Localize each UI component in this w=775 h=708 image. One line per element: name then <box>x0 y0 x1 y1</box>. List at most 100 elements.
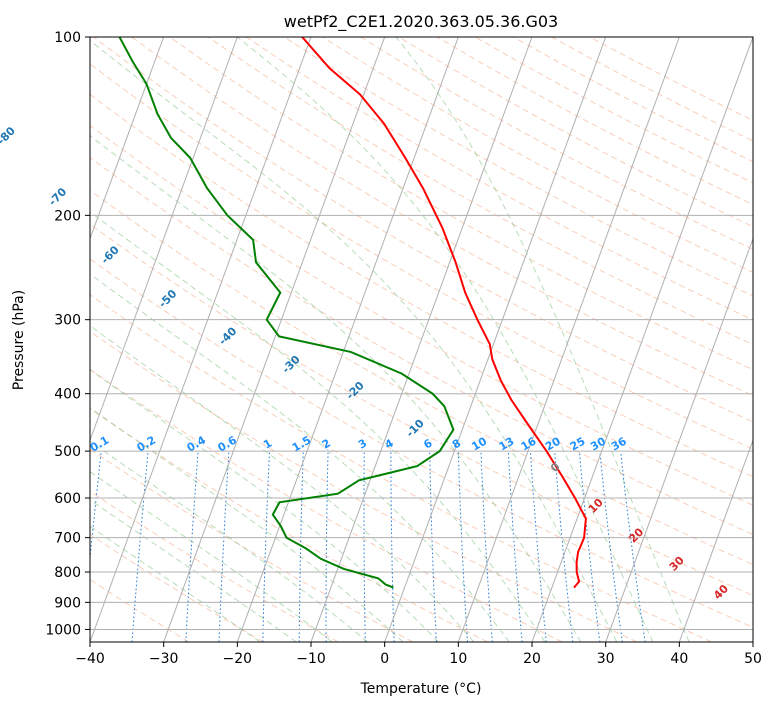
dry-adiabat-label: -40 <box>216 324 239 347</box>
mixing-ratio-line <box>457 451 468 642</box>
mixing-ratio-line <box>578 451 601 642</box>
dry-adiabat-line <box>207 37 753 346</box>
dry-adiabat-line <box>589 37 753 122</box>
isotherm-line <box>752 640 753 642</box>
mixing-ratio-label: 3 <box>356 437 369 452</box>
moist-adiabat-line <box>395 37 690 642</box>
mixing-ratio-line <box>620 451 646 642</box>
isotherm-line <box>236 37 459 642</box>
isotherm-line <box>90 37 238 442</box>
dry-adiabat-line <box>90 63 753 450</box>
mixing-ratio-label: 2 <box>320 437 333 452</box>
x-tick-label: −20 <box>223 651 253 667</box>
mixing-ratio-line <box>554 451 574 642</box>
plot-frame <box>89 36 754 643</box>
y-axis-label: Pressure (hPa) <box>11 290 27 390</box>
mixing-ratio-line <box>90 451 102 563</box>
moist-adiabat-label: 20 <box>626 525 646 545</box>
dry-adiabat-line <box>90 294 712 642</box>
mixing-ratio-label: 4 <box>383 436 396 451</box>
isotherm-line <box>163 37 386 642</box>
dry-adiabat-label: -80 <box>0 124 18 147</box>
x-axis-label: Temperature (°C) <box>360 681 482 697</box>
dry-adiabat-line <box>90 258 753 628</box>
series-lines <box>118 37 587 589</box>
y-tick-label: 800 <box>54 565 81 581</box>
mixing-ratio-line <box>529 451 547 642</box>
isotherm-line <box>90 37 312 642</box>
mixing-ratio-line <box>325 451 329 642</box>
x-tick-label: 40 <box>670 651 688 667</box>
dry-adiabat-label: -70 <box>46 185 69 208</box>
isotherm-line <box>310 37 533 642</box>
moist-adiabat-line <box>90 135 582 642</box>
moist-adiabat-label: 10 <box>586 496 606 516</box>
moist-adiabat-line <box>236 37 654 642</box>
y-tick-label: 500 <box>54 444 81 460</box>
moist-adiabat-line <box>90 211 546 642</box>
y-tick-label: 600 <box>54 491 81 507</box>
dewpoint-line <box>118 37 455 589</box>
dry-adiabat-line <box>513 37 753 163</box>
dry-adiabat-line <box>90 368 563 642</box>
moist-adiabat-line <box>90 39 618 642</box>
x-tick-label: 50 <box>744 651 762 667</box>
x-tick-label: 0 <box>380 651 389 667</box>
x-tick-label: 30 <box>597 651 615 667</box>
dry-adiabat-line <box>90 578 190 642</box>
moist-adiabat-line <box>90 273 510 642</box>
mixing-ratio-line <box>599 451 623 642</box>
dry-adiabat-label: -10 <box>404 416 427 439</box>
y-tick-label: 300 <box>54 313 81 329</box>
dry-adiabat-line <box>90 533 264 642</box>
mixing-ratio-line <box>507 451 523 642</box>
dry-adiabat-line <box>245 37 753 321</box>
dry-adiabat-line <box>551 37 753 142</box>
background-lines <box>90 37 753 642</box>
y-tick-label: 100 <box>54 30 81 46</box>
x-tick-label: −30 <box>149 651 179 667</box>
dry-adiabat-line <box>398 37 753 228</box>
dry-adiabat-line <box>93 37 753 423</box>
dry-adiabat-line <box>90 223 753 597</box>
dry-adiabat-line <box>131 37 753 397</box>
y-tick-label: 1000 <box>45 622 81 638</box>
isotherm-line <box>90 37 165 241</box>
dry-adiabat-line <box>90 407 488 642</box>
y-tick-label: 900 <box>54 595 81 611</box>
y-tick-label: 200 <box>54 208 81 224</box>
moist-adiabat-line <box>90 525 261 642</box>
chart-title: wetPf2_C2E1.2020.363.05.36.G03 <box>284 12 558 32</box>
y-tick-label: 400 <box>54 387 81 403</box>
isopleth-labels: 0.10.20.40.611.52346810131620253036-100-… <box>0 124 731 602</box>
temperature-line <box>301 37 587 589</box>
dry-adiabat-label: -30 <box>280 353 303 376</box>
moist-adiabat-line <box>90 325 475 642</box>
moist-adiabat-line <box>90 440 369 642</box>
isotherm-line <box>384 37 607 642</box>
mixing-ratio-line <box>390 451 395 642</box>
isotherm-line <box>605 237 753 642</box>
grid <box>90 37 753 642</box>
isotherm-line <box>457 37 680 642</box>
mixing-ratio-line <box>218 451 230 642</box>
moist-adiabat-line <box>90 407 404 642</box>
dry-adiabat-line <box>284 37 753 297</box>
dry-adiabat-line <box>322 37 753 273</box>
x-tick-label: −10 <box>296 651 326 667</box>
mixing-ratio-line <box>480 451 493 642</box>
x-tick-label: 20 <box>523 651 541 667</box>
isotherm-line <box>678 438 753 642</box>
moist-adiabat-label: 30 <box>667 553 687 573</box>
x-axis-ticks: −40 −30 −20 −10 0 10 20 30 40 50 <box>75 642 762 667</box>
y-tick-label: 700 <box>54 531 81 547</box>
mixing-ratio-line <box>262 451 270 642</box>
mixing-ratio-label: 1 <box>261 437 274 452</box>
dry-adiabat-line <box>90 490 339 642</box>
dry-adiabat-line <box>90 124 753 506</box>
x-tick-label: 10 <box>449 651 467 667</box>
moist-adiabat-line <box>90 499 297 642</box>
dry-adiabat-label: -20 <box>344 379 367 402</box>
isotherm-line <box>531 37 753 642</box>
